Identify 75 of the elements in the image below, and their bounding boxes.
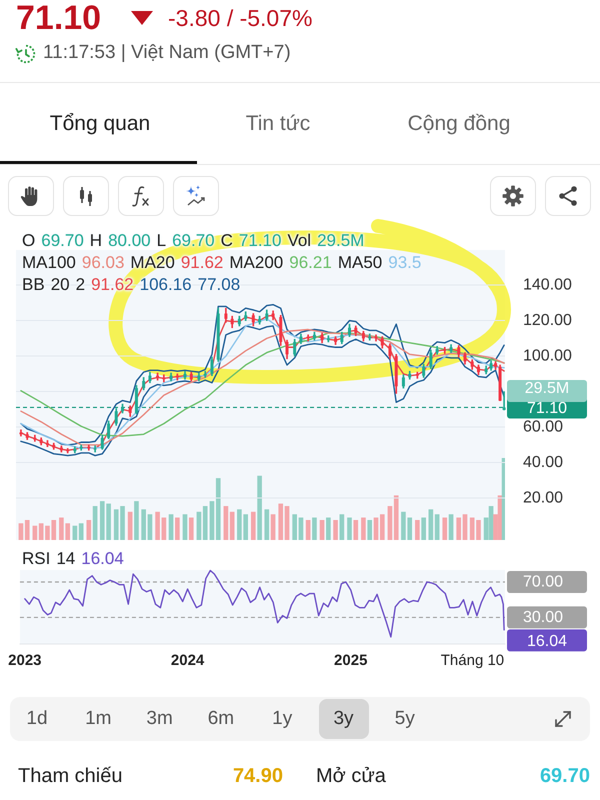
data-label: 16.04 xyxy=(526,632,568,650)
bar xyxy=(92,506,98,540)
bar xyxy=(72,526,78,540)
bar xyxy=(134,501,139,540)
x-tick-label: 2024 xyxy=(170,652,205,670)
text: 5y xyxy=(394,707,415,731)
x-tick-label: 2025 xyxy=(334,652,368,670)
bar xyxy=(32,526,38,540)
text: 11:17:53 | Việt Nam (GMT+7) xyxy=(43,41,291,65)
bar xyxy=(128,512,132,540)
text: 3y xyxy=(333,707,354,731)
text: 1d xyxy=(26,707,48,731)
bar xyxy=(448,514,454,540)
text: 74.90 xyxy=(232,764,283,789)
bar xyxy=(415,520,420,540)
bar xyxy=(434,514,440,540)
y-tick-label: 140.00 xyxy=(523,276,572,294)
bar xyxy=(312,518,317,540)
y-tick-label: 70.00 xyxy=(523,573,564,590)
text: Tham chiếu xyxy=(18,764,122,789)
bar xyxy=(86,520,92,540)
annotation: BB 20 2 91.62 106.16 77.08 xyxy=(22,275,240,294)
text: Tổng quan xyxy=(50,111,150,137)
y-tick-label: 40.00 xyxy=(523,454,564,472)
bar xyxy=(106,504,111,540)
bar xyxy=(250,512,256,540)
bar xyxy=(347,518,352,540)
bar xyxy=(264,509,270,540)
candlestick xyxy=(156,372,160,380)
bar xyxy=(175,518,180,540)
bar xyxy=(270,514,276,540)
x-tick-label: 2023 xyxy=(8,652,42,670)
bar xyxy=(320,520,324,540)
bar xyxy=(428,509,434,540)
text: RSI 14 16.04 xyxy=(22,549,124,568)
y-tick-label: 100.00 xyxy=(523,348,572,365)
text: 1y xyxy=(272,707,292,731)
bar xyxy=(257,476,262,540)
bar xyxy=(65,523,70,540)
bar xyxy=(243,514,248,540)
bar xyxy=(230,512,235,540)
bar xyxy=(237,509,242,540)
y-tick-label: 120.00 xyxy=(523,312,572,330)
bar xyxy=(182,514,188,540)
bar xyxy=(100,501,105,540)
bar xyxy=(224,506,228,540)
bar xyxy=(306,520,310,540)
y-tick-label: 20.00 xyxy=(523,490,564,507)
bar xyxy=(168,514,174,540)
bar xyxy=(340,514,344,540)
text: Mở cửa xyxy=(316,764,386,789)
bar xyxy=(421,518,426,540)
bar xyxy=(333,520,338,540)
bar xyxy=(361,518,366,540)
bar xyxy=(326,518,331,540)
ref-line-label: 71.10 xyxy=(526,400,568,417)
bar xyxy=(188,518,194,540)
bar xyxy=(59,518,64,540)
text: 3m xyxy=(146,707,173,731)
text: Tin tức xyxy=(246,111,310,137)
y-tick-label: 30.00 xyxy=(523,608,564,626)
text: 1m xyxy=(85,707,112,731)
text: 71.10 xyxy=(16,0,102,37)
bar xyxy=(353,520,358,540)
text: 29.5M xyxy=(524,380,570,397)
text: Cộng đồng xyxy=(408,111,510,137)
text: -3.80 / -5.07% xyxy=(168,4,312,33)
text: 69.70 xyxy=(540,764,590,789)
bar xyxy=(78,523,84,540)
x-tick-label: Tháng 10 xyxy=(440,652,504,670)
bar xyxy=(442,518,448,540)
y-tick-label: 60.00 xyxy=(523,418,564,436)
bar xyxy=(367,520,372,540)
bar xyxy=(502,458,505,540)
text: 6m xyxy=(208,707,234,731)
